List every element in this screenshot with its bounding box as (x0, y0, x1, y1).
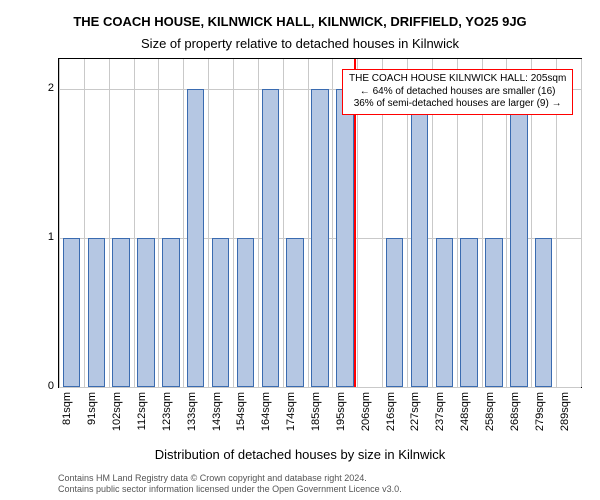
bar (460, 238, 477, 387)
bar (137, 238, 154, 387)
gridline-v (581, 59, 582, 387)
annotation-line: ← 64% of detached houses are smaller (16… (349, 86, 566, 99)
gridline-v (134, 59, 135, 387)
gridline-v (84, 59, 85, 387)
gridline-v (109, 59, 110, 387)
gridline-v (258, 59, 259, 387)
gridline-h (59, 387, 581, 388)
bar (286, 238, 303, 387)
annotation-line: THE COACH HOUSE KILNWICK HALL: 205sqm (349, 73, 566, 86)
bar (436, 238, 453, 387)
gridline-v (59, 59, 60, 387)
bar (535, 238, 552, 387)
bar (510, 89, 527, 387)
footer-line: Contains public sector information licen… (58, 484, 402, 496)
bar (262, 89, 279, 387)
plot-area: THE COACH HOUSE KILNWICK HALL: 205sqm ← … (58, 58, 582, 388)
bar (485, 238, 502, 387)
y-tick-label: 2 (38, 82, 54, 94)
bar (336, 89, 353, 387)
gridline-v (158, 59, 159, 387)
chart-container: THE COACH HOUSE, KILNWICK HALL, KILNWICK… (0, 0, 600, 500)
bar (237, 238, 254, 387)
gridline-v (308, 59, 309, 387)
gridline-v (332, 59, 333, 387)
bar (162, 238, 179, 387)
annotation-box: THE COACH HOUSE KILNWICK HALL: 205sqm ← … (342, 69, 573, 115)
bar (311, 89, 328, 387)
chart-title: THE COACH HOUSE, KILNWICK HALL, KILNWICK… (0, 14, 600, 29)
bar (63, 238, 80, 387)
y-tick-label: 0 (38, 380, 54, 392)
bar (411, 89, 428, 387)
bar (386, 238, 403, 387)
gridline-v (183, 59, 184, 387)
y-tick-label: 1 (38, 231, 54, 243)
gridline-v (208, 59, 209, 387)
gridline-v (233, 59, 234, 387)
footer-line: Contains HM Land Registry data © Crown c… (58, 473, 402, 485)
bar (112, 238, 129, 387)
x-axis-label: Distribution of detached houses by size … (0, 447, 600, 462)
annotation-line: 36% of semi-detached houses are larger (… (349, 98, 566, 111)
bar (187, 89, 204, 387)
gridline-v (283, 59, 284, 387)
bar (88, 238, 105, 387)
chart-subtitle: Size of property relative to detached ho… (0, 36, 600, 51)
footer-attribution: Contains HM Land Registry data © Crown c… (58, 473, 402, 496)
bar (212, 238, 229, 387)
